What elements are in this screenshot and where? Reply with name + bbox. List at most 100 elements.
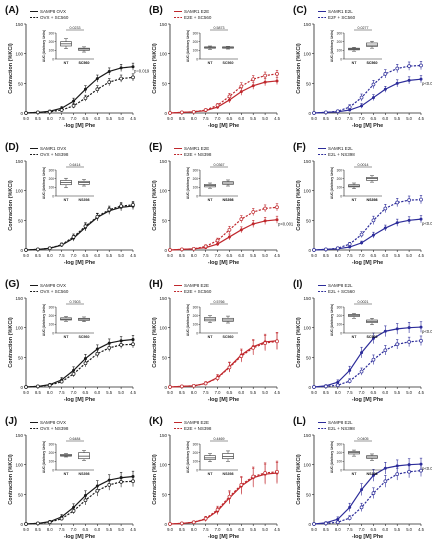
inset-category-label: NT (64, 335, 70, 339)
legend-label: SAMP8 E2L (328, 283, 353, 288)
data-point (227, 365, 232, 370)
data-point (275, 205, 279, 210)
data-point (383, 206, 388, 211)
data-point (347, 242, 352, 246)
data-point (407, 463, 411, 467)
data-point (336, 380, 340, 384)
y-tick-label: 0 (164, 385, 167, 390)
data-point (83, 361, 88, 366)
x-tick-label: 5.5 (106, 390, 112, 395)
chart-panel: (L) 0 50 100 150 9.0 8.5 8.0 7.5 7.0 6.5 6.0 5.5 5.0 4… (293, 416, 432, 540)
data-series (168, 215, 279, 252)
legend-label: SAMR1 OVX (40, 146, 66, 151)
data-point (275, 79, 279, 83)
data-point (407, 469, 411, 474)
inset-y-tick-label: 100 (337, 460, 343, 464)
data-point (275, 469, 279, 474)
data-point (47, 109, 52, 114)
data-series (168, 332, 279, 389)
data-point (191, 520, 196, 525)
x-tick-label: 6.0 (238, 116, 244, 121)
inset-category-label: NT (352, 472, 358, 476)
series-line (313, 198, 422, 251)
legend-label: E2E + NS398 (184, 152, 212, 157)
data-point (407, 198, 411, 203)
series-line (25, 480, 134, 525)
data-point (348, 108, 352, 112)
data-point (395, 221, 399, 225)
legend-label: OVX + SC560 (40, 289, 69, 294)
y-tick-label: 50 (18, 81, 24, 86)
data-point (395, 66, 400, 71)
data-point (203, 381, 208, 386)
x-tick-label: 7.5 (59, 116, 65, 121)
inset-y-axis-label: AUC (Arbitrary Units) (42, 167, 46, 199)
data-point (180, 247, 184, 252)
data-point (419, 325, 423, 329)
x-tick-label: 7.5 (59, 527, 65, 532)
series-line (313, 218, 422, 251)
data-series (312, 215, 423, 252)
stat-annotation: p<0.001 (278, 222, 294, 227)
y-tick-label: 0 (164, 522, 167, 527)
y-tick-label: 50 (162, 81, 168, 86)
data-point (215, 507, 220, 512)
data-point (36, 521, 40, 526)
data-point (251, 84, 255, 88)
data-point (407, 218, 411, 222)
x-tick-label: 9.0 (167, 253, 173, 258)
x-tick-label: 8.5 (35, 390, 41, 395)
y-tick-label: 0 (20, 111, 23, 116)
data-point (191, 246, 196, 251)
data-series (24, 73, 135, 115)
y-tick-label: 150 (303, 159, 311, 164)
inset-category-label: SC560 (223, 61, 234, 65)
data-point (95, 77, 99, 81)
data-series (24, 340, 135, 389)
x-tick-label: 7.5 (203, 527, 209, 532)
chart-panel: (H) 0 50 100 150 9.0 8.5 8.0 7.5 7.0 6.5 6.0 5.5 5.0 4… (149, 279, 281, 403)
x-tick-label: 5.0 (118, 116, 124, 121)
legend-label: SAMP8 OVX (40, 9, 66, 14)
inset-y-tick-label: 100 (337, 186, 343, 190)
data-point (263, 206, 267, 211)
data-point (24, 248, 28, 252)
inset-y-tick-label: 0 (196, 57, 198, 61)
x-tick-label: 6.5 (227, 116, 233, 121)
y-axis-label: Contraction (%KCl) (152, 454, 158, 505)
x-tick-label: 6.0 (94, 527, 100, 532)
data-point (107, 341, 111, 345)
series-line (313, 64, 422, 114)
inset-category-label: NS398 (223, 198, 234, 202)
x-tick-label: 6.5 (227, 527, 233, 532)
data-point (371, 473, 375, 477)
inset-pvalue: 0.0367 (214, 163, 225, 167)
inset-y-tick-label: 0 (52, 57, 54, 61)
x-tick-label: 4.5 (274, 116, 280, 121)
data-point (251, 222, 255, 226)
y-tick-label: 100 (159, 189, 167, 194)
series-line (25, 338, 134, 388)
data-point (59, 108, 64, 112)
inset-y-tick-label: 100 (49, 460, 55, 464)
y-axis-label: Contraction (%KCl) (8, 43, 14, 94)
x-tick-label: 9.0 (311, 116, 317, 121)
inset-y-tick-label: 0 (196, 331, 198, 335)
y-tick-label: 100 (303, 189, 311, 194)
y-tick-label: 50 (306, 492, 312, 497)
data-point (359, 505, 364, 510)
y-tick-label: 100 (15, 463, 23, 468)
chart-panel: (J) 0 50 100 150 9.0 8.5 8.0 7.5 7.0 6.5 6.0 5.5 5.0 4… (5, 416, 137, 540)
inset-category-label: NS398 (223, 472, 234, 476)
data-point (371, 96, 375, 100)
stat-annotation: p<0.01 (422, 466, 432, 471)
inset-y-tick-label: 200 (337, 314, 343, 318)
data-point (215, 238, 220, 243)
y-tick-label: 100 (159, 326, 167, 331)
panel-label: (I) (293, 279, 302, 290)
inset-y-tick-label: 0 (340, 468, 342, 472)
x-axis-label: -log [M] Phe (352, 534, 383, 540)
x-tick-label: 7.5 (59, 390, 65, 395)
data-point (275, 339, 279, 344)
